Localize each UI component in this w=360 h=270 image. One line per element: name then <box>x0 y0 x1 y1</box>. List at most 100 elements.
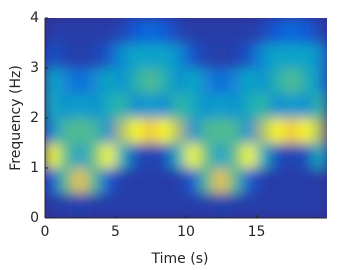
heatmap-cell <box>58 142 74 169</box>
heatmap-cell <box>199 192 215 218</box>
heatmap-cell <box>241 67 257 94</box>
heatmap-cell <box>72 167 88 194</box>
heatmap-cell <box>115 92 131 119</box>
heatmap-cell <box>115 142 131 169</box>
heatmap-cell <box>185 117 201 144</box>
heatmap-cell <box>185 92 201 119</box>
heatmap-cell <box>256 117 272 144</box>
heatmap-cell <box>143 117 159 144</box>
heatmap-cell <box>72 67 88 94</box>
heatmap-cell <box>58 117 74 144</box>
heatmap-cell <box>171 117 187 144</box>
heatmap-cell <box>312 42 327 69</box>
heatmap-cell <box>270 18 286 44</box>
heatmap-cell <box>72 117 88 144</box>
heatmap-cell <box>284 67 300 94</box>
heatmap-cell <box>227 42 243 69</box>
heatmap-cell <box>256 192 272 218</box>
heatmap-cell <box>241 142 257 169</box>
heatmap-cell <box>256 18 272 44</box>
heatmap-cell <box>86 42 102 69</box>
heatmap-cell <box>284 192 300 218</box>
heatmap-cell <box>171 167 187 194</box>
heatmap-cell <box>129 142 145 169</box>
heatmap-cell <box>241 42 257 69</box>
heatmap-cell <box>157 92 173 119</box>
heatmap-cell <box>72 142 88 169</box>
heatmap-cell <box>58 67 74 94</box>
heatmap-cell <box>284 142 300 169</box>
heatmap-cell <box>298 192 314 218</box>
heatmap-cell <box>115 117 131 144</box>
heatmap-cell <box>298 18 314 44</box>
heatmap-cell <box>241 92 257 119</box>
heatmap-cell <box>129 167 145 194</box>
x-axis-label: Time (s) <box>151 251 209 267</box>
heatmap-cell <box>241 117 257 144</box>
heatmap-cell <box>227 18 243 44</box>
heatmap-cell <box>72 92 88 119</box>
heatmap-cell <box>227 67 243 94</box>
heatmap-cell <box>157 117 173 144</box>
heatmap-cell <box>298 92 314 119</box>
heatmap-cell <box>129 67 145 94</box>
heatmap-cell <box>143 142 159 169</box>
heatmap-cell <box>312 67 327 94</box>
heatmap-cell <box>45 192 60 218</box>
heatmap-cell <box>284 42 300 69</box>
heatmap-cell <box>199 142 215 169</box>
heatmap-cell <box>129 117 145 144</box>
y-axis-label: Frequency (Hz) <box>8 65 24 171</box>
heatmap-cell <box>312 18 327 44</box>
heatmap-cell <box>284 117 300 144</box>
heatmap-cell <box>213 142 229 169</box>
y-tick-label: 2 <box>30 110 39 126</box>
heatmap-cell <box>213 18 229 44</box>
heatmap-cell <box>213 192 229 218</box>
heatmap-cell <box>256 67 272 94</box>
heatmap-cell <box>270 117 286 144</box>
heatmap-cell <box>199 92 215 119</box>
heatmap-cell <box>312 142 327 169</box>
plot-area <box>45 18 327 218</box>
heatmap-cell <box>157 18 173 44</box>
heatmap-cell <box>129 42 145 69</box>
heatmap-cell <box>213 42 229 69</box>
heatmap-cell <box>171 67 187 94</box>
heatmap-cell <box>298 117 314 144</box>
heatmap-cell <box>199 167 215 194</box>
heatmap-cell <box>72 18 88 44</box>
heatmap-cell <box>312 167 327 194</box>
x-tick-label: 5 <box>111 224 120 240</box>
heatmap-cell <box>185 167 201 194</box>
heatmap-cell <box>45 117 60 144</box>
y-tick-label: 3 <box>30 60 39 76</box>
heatmap-cell <box>100 117 116 144</box>
heatmap-cell <box>86 18 102 44</box>
heatmap-cell <box>227 117 243 144</box>
heatmap-cell <box>100 92 116 119</box>
heatmap-cell <box>227 92 243 119</box>
y-tick-label: 0 <box>30 210 39 226</box>
heatmap-cell <box>143 167 159 194</box>
heatmap-cell <box>45 167 60 194</box>
heatmap-cell <box>185 18 201 44</box>
heatmap-cell <box>143 92 159 119</box>
heatmap-cell <box>72 192 88 218</box>
x-tick-label: 10 <box>177 224 195 240</box>
heatmap-cell <box>45 67 60 94</box>
heatmap-cell <box>115 167 131 194</box>
heatmap-cell <box>58 167 74 194</box>
y-tick-label: 4 <box>30 10 39 26</box>
heatmap-cell <box>213 167 229 194</box>
heatmap-cell <box>199 42 215 69</box>
heatmap-cell <box>58 42 74 69</box>
heatmap-cell <box>270 192 286 218</box>
heatmap-cell <box>312 192 327 218</box>
heatmap-cell <box>86 92 102 119</box>
heatmap-cell <box>45 142 60 169</box>
x-tick-label: 15 <box>248 224 266 240</box>
heatmap-cell <box>86 192 102 218</box>
heatmap-cell <box>100 18 116 44</box>
